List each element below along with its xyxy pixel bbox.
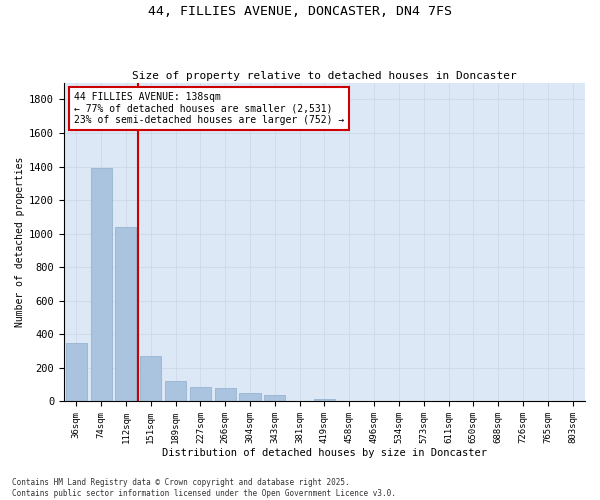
Bar: [215, 388, 236, 402]
Text: Contains HM Land Registry data © Crown copyright and database right 2025.
Contai: Contains HM Land Registry data © Crown c…: [12, 478, 396, 498]
Bar: [115, 227, 136, 402]
Text: 44 FILLIES AVENUE: 138sqm
← 77% of detached houses are smaller (2,531)
23% of se: 44 FILLIES AVENUE: 138sqm ← 77% of detac…: [74, 92, 344, 126]
Bar: [91, 168, 112, 402]
Bar: [66, 342, 87, 402]
X-axis label: Distribution of detached houses by size in Doncaster: Distribution of detached houses by size …: [162, 448, 487, 458]
Y-axis label: Number of detached properties: Number of detached properties: [15, 157, 25, 327]
Bar: [140, 356, 161, 402]
Bar: [239, 393, 260, 402]
Bar: [314, 399, 335, 402]
Text: 44, FILLIES AVENUE, DONCASTER, DN4 7FS: 44, FILLIES AVENUE, DONCASTER, DN4 7FS: [148, 5, 452, 18]
Title: Size of property relative to detached houses in Doncaster: Size of property relative to detached ho…: [132, 70, 517, 81]
Bar: [165, 381, 186, 402]
Bar: [190, 387, 211, 402]
Bar: [264, 394, 286, 402]
